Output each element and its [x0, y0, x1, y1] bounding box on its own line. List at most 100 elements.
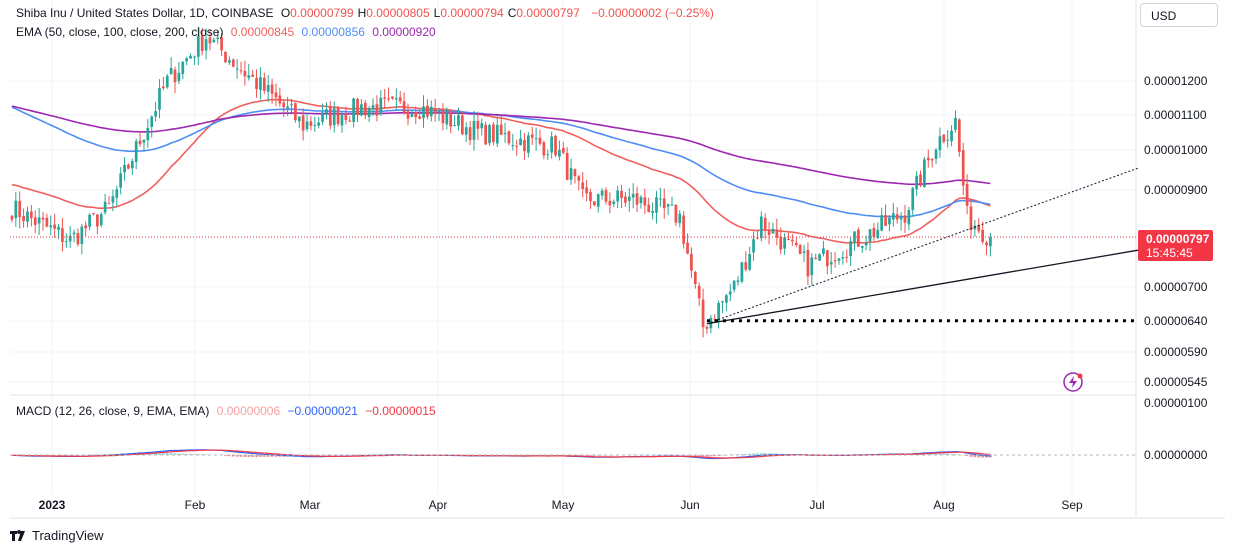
candle-body [426, 105, 429, 117]
candle-body [103, 201, 107, 213]
candle-body [678, 213, 682, 223]
macd-hist-bar [173, 453, 177, 455]
macd-hist-bar [759, 453, 763, 455]
candle-body [775, 229, 779, 238]
x-tick-label: Sep [1061, 498, 1083, 512]
candle-body [895, 214, 899, 220]
candle-body [530, 134, 534, 138]
candle-body [655, 197, 658, 213]
macd-hist-bar [748, 453, 752, 455]
candle-body [344, 113, 348, 120]
symbol-title[interactable]: Shiba Inu / United States Dollar, 1D, CO… [16, 6, 274, 20]
candle-body [10, 215, 14, 220]
macd-hist-bar [259, 455, 262, 457]
candle-body [631, 193, 635, 198]
brand-name[interactable]: TradingView [32, 528, 104, 543]
candle-body [437, 111, 441, 113]
last-price-badge: 0.00000797 15:45:45 [1138, 230, 1213, 261]
candle-body [99, 214, 103, 225]
candle-body [651, 211, 654, 213]
macd-hist-bar [107, 454, 111, 455]
macd-hist-bar [162, 453, 165, 455]
candle-body [499, 124, 503, 135]
macd-hist-bar [266, 455, 270, 457]
macd-hist-bar [950, 453, 953, 455]
macd-hist-bar [973, 455, 977, 458]
candle-body [162, 86, 165, 89]
candle-body [231, 59, 235, 67]
candle-body [53, 224, 57, 229]
candle-body [127, 164, 130, 169]
macd-hist-bar [103, 454, 107, 455]
candle-body [550, 136, 554, 153]
candle-body [608, 200, 612, 206]
candle-body [441, 109, 445, 124]
candle-body [492, 124, 495, 143]
y-tick-label: 0.00001200 [1144, 74, 1208, 88]
candle-body [519, 138, 522, 146]
macd-hist-bar [693, 455, 697, 457]
candle-body [177, 72, 181, 81]
ohlc-h: H0.00000805 [357, 6, 430, 20]
candle-body [989, 237, 992, 247]
candle-body [686, 242, 689, 254]
macd-hist-bar [255, 455, 258, 458]
ema-legend[interactable]: EMA (50, close, 100, close, 200, close) … [16, 25, 440, 39]
candle-body [410, 113, 414, 117]
macd-hist-bar [690, 455, 693, 456]
macd-hist-bar [977, 455, 981, 458]
candle-body [779, 236, 783, 250]
ohlc-l: L0.00000794 [433, 6, 504, 20]
macd-hist-bar [270, 455, 274, 457]
signal-line-value: −0.00000015 [365, 404, 436, 418]
candle-body [196, 35, 200, 57]
candle-body [565, 152, 569, 180]
macd-hist-bar [721, 455, 724, 456]
candle-body [954, 117, 957, 130]
axes: 0.00001200 0.00001100 0.00001000 0.00000900… [39, 74, 1208, 512]
candle-body [262, 77, 266, 91]
candle-body [457, 114, 460, 126]
candle-body [942, 134, 946, 142]
macd-hist-bar [740, 454, 744, 455]
candle-body [670, 204, 674, 206]
candle-body [464, 127, 468, 135]
macd-hist-bar [181, 453, 185, 455]
macd-legend[interactable]: MACD (12, 26, close, 9, EMA, EMA) 0.0000… [16, 404, 440, 418]
x-tick-label: Mar [300, 498, 321, 512]
countdown-timer: 15:45:45 [1146, 246, 1193, 260]
candle-body [503, 133, 507, 135]
candle-body [305, 121, 309, 130]
candle-body [204, 39, 208, 51]
candle-body [930, 158, 934, 161]
candle-body [923, 159, 926, 188]
macd-hist-bar [969, 455, 973, 457]
candle-body [771, 228, 775, 234]
candle-body [725, 295, 728, 303]
candle-body [332, 108, 336, 126]
macd-hist-bar [274, 455, 278, 457]
candle-body [37, 217, 41, 224]
candle-body [561, 148, 565, 153]
macd-line-value: −0.00000021 [287, 404, 358, 418]
candle-body [919, 174, 922, 186]
candle-body [22, 216, 25, 222]
macd-hist-bar [204, 454, 208, 455]
macd-hist-bar [942, 453, 946, 455]
candle-body [511, 144, 515, 146]
candle-body [690, 253, 693, 271]
candle-body [938, 136, 942, 151]
candle-body [798, 245, 802, 254]
candle-body [585, 187, 588, 194]
candle-body [744, 262, 748, 270]
tradingview-logo-icon[interactable] [10, 529, 28, 543]
lightning-alert-icon[interactable] [1063, 372, 1083, 392]
macd-hist-bar [589, 455, 592, 456]
candle-body [589, 191, 592, 202]
candle-body [946, 139, 950, 141]
candle-body [791, 239, 794, 242]
candle-body [985, 242, 988, 246]
currency-selector[interactable]: USD [1140, 3, 1218, 27]
macd-hist-bar [158, 453, 161, 455]
